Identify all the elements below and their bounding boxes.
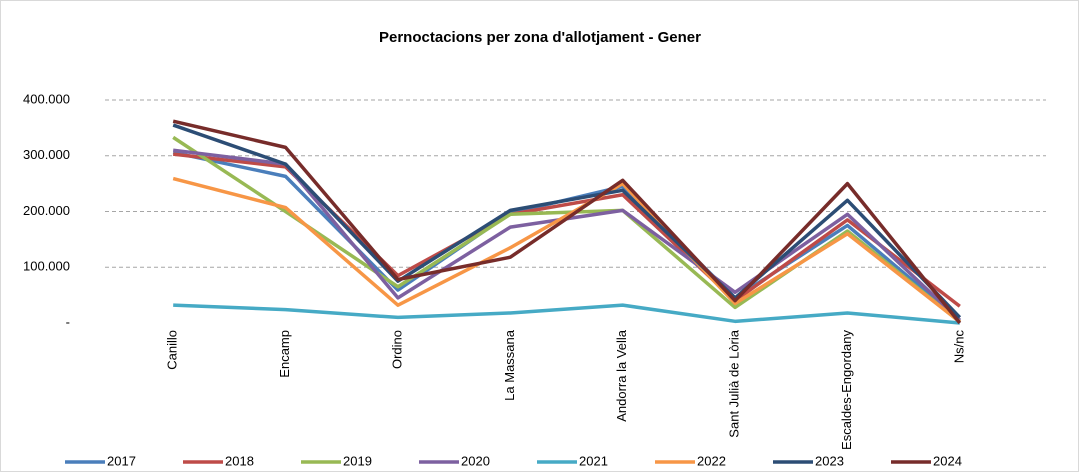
x-tick-label: Escaldes-Engordany	[839, 330, 854, 450]
legend-label: 2021	[579, 453, 608, 468]
series-line	[172, 176, 961, 324]
x-tick-label: Ns/nc	[951, 330, 966, 364]
series-line	[172, 123, 962, 319]
x-tick-label: Ordino	[389, 330, 404, 369]
legend-label: 2017	[107, 453, 136, 468]
x-tick-label: Canillo	[165, 330, 180, 370]
y-tick-label: 100.000	[23, 259, 70, 274]
legend-label: 2024	[933, 453, 962, 468]
x-tick-label: La Massana	[502, 329, 517, 401]
legend-label: 2022	[697, 453, 726, 468]
legend-label: 2018	[225, 453, 254, 468]
legend-label: 2023	[815, 453, 844, 468]
series-line	[173, 303, 960, 325]
x-tick-label: Andorra la Vella	[614, 329, 629, 422]
x-tick-label: Sant Julià de Lòria	[727, 329, 742, 437]
y-tick-label: 400.000	[23, 91, 70, 106]
y-tick-label: -	[66, 314, 70, 329]
chart-title: Pernoctacions per zona d'allotjament - G…	[379, 29, 701, 46]
y-tick-label: 300.000	[23, 147, 70, 162]
series-line	[172, 119, 962, 325]
x-tick-label: Encamp	[277, 330, 292, 378]
y-tick-label: 200.000	[23, 203, 70, 218]
legend-label: 2019	[343, 453, 372, 468]
legend-label: 2020	[461, 453, 490, 468]
